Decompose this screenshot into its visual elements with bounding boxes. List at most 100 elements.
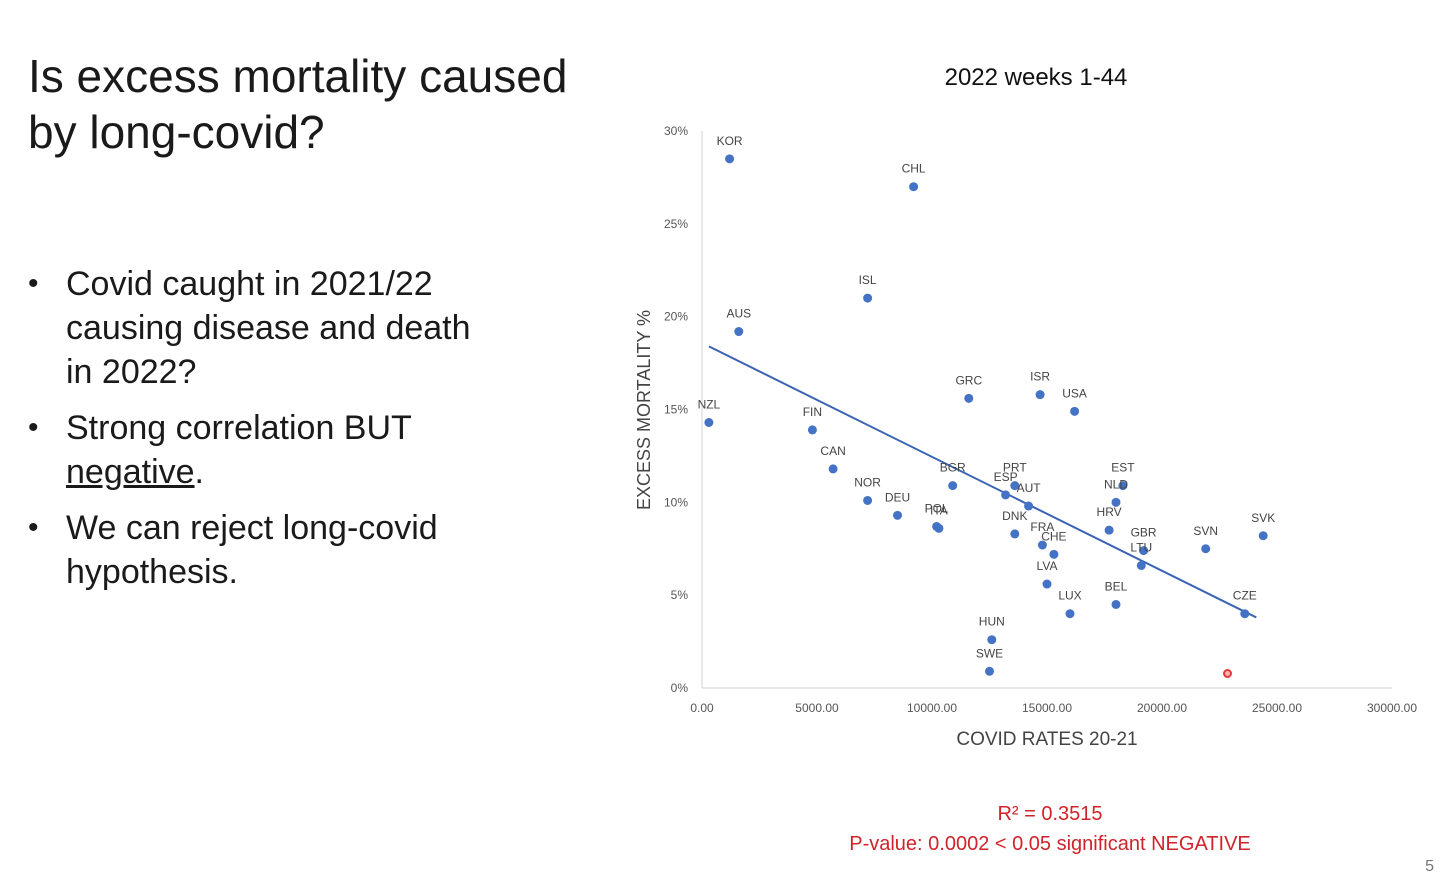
data-label: HRV [1097,505,1122,519]
x-tick-label: 30000.00 [1367,701,1417,715]
data-label: ISL [859,273,877,287]
bullet-text: Covid caught in 2021/22 [66,265,433,303]
data-label: CAN [820,444,845,458]
data-point [1118,481,1128,491]
data-label: SVK [1251,511,1275,525]
data-point [1240,609,1250,619]
data-point [1049,549,1059,559]
slide-title-line: by long-covid? [28,106,325,158]
data-label: PRT [1003,461,1027,475]
data-point [1104,525,1114,535]
data-label: CHE [1041,529,1066,543]
data-point [1111,599,1121,609]
data-label: BGR [940,461,966,475]
data-point [725,154,735,164]
data-point [1258,531,1268,541]
data-label: GRC [955,373,982,387]
data-point [964,393,974,403]
data-label: DNK [1002,509,1027,523]
data-point [1010,481,1020,491]
y-tick-label: 10% [664,495,688,509]
x-tick-label: 0.00 [690,701,714,715]
data-label: LTU [1130,540,1152,554]
y-tick-label: 25% [664,217,688,231]
y-tick-label: 0% [671,681,689,695]
bullet-item: • We can reject long-covid hypothesis. [28,506,588,594]
data-label: AUT [1017,481,1042,495]
trendline [708,345,1257,619]
slide-title-line: Is excess mortality caused [28,50,568,102]
y-axis-label: EXCESS MORTALITY % [634,310,654,510]
bullet-item: • Covid caught in 2021/22 causing diseas… [28,262,588,394]
bullet-item: • Strong correlation BUT negative. [28,406,588,494]
data-point [1201,544,1211,554]
slide-title: Is excess mortality caused by long-covid… [28,48,628,160]
data-point [1001,490,1011,500]
r-squared-text: R² = 0.3515 [997,803,1103,825]
data-point [1024,501,1034,511]
bullet-text-suffix: . [194,453,204,491]
data-point [734,327,744,337]
data-label: GBR [1131,526,1157,540]
data-label: USA [1062,386,1087,400]
data-point [1065,609,1075,619]
y-tick-label: 15% [664,403,688,417]
data-label: HUN [979,615,1005,629]
data-point [1042,579,1052,589]
data-label: SVN [1193,524,1218,538]
x-tick-label: 20000.00 [1137,701,1187,715]
data-point [1037,540,1047,550]
data-point [1111,497,1121,507]
data-label: LVA [1037,559,1058,573]
data-label: ESP [994,470,1018,484]
data-point [1035,390,1045,400]
data-label: NOR [854,475,881,489]
data-label: BEL [1105,579,1128,593]
data-point [863,495,873,505]
data-label: SWE [976,646,1003,660]
y-tick-label: 5% [671,588,689,602]
data-label: NZL [698,397,721,411]
bullet-text: hypothesis. [66,553,238,591]
data-point [1010,529,1020,539]
slide-number: 5 [1425,858,1434,875]
x-tick-label: 25000.00 [1252,701,1302,715]
data-label: DEU [885,490,910,504]
y-tick-label: 20% [664,310,688,324]
data-label: FIN [803,405,822,419]
x-axis-label: COVID RATES 20-21 [956,729,1137,750]
y-tick-label: 30% [664,124,688,138]
data-label: CHL [902,162,926,176]
data-label: FRA [1030,520,1054,534]
data-label: EST [1111,461,1135,475]
data-point [807,425,817,435]
data-point [948,481,958,491]
data-label: CZE [1233,589,1257,603]
x-tick-label: 15000.00 [1022,701,1072,715]
chart-title: 2022 weeks 1-44 [945,64,1128,91]
x-tick-label: 10000.00 [907,701,957,715]
data-point [934,523,944,533]
data-point [1136,560,1146,570]
data-point [704,417,714,427]
data-point [828,464,838,474]
p-value-text: P-value: 0.0002 < 0.05 significant NEGAT… [849,833,1251,855]
data-label: AUS [726,307,751,321]
data-point [1139,546,1149,556]
bullet-text: Strong correlation BUT [66,409,412,447]
data-point [909,182,919,192]
data-label: KOR [717,134,743,148]
bullet-marker: • [28,267,39,300]
data-label: NLD [1104,477,1128,491]
data-label: ISR [1030,370,1050,384]
data-label: ITA [930,503,948,517]
data-point [1070,406,1080,416]
bullet-text: causing disease and death [66,309,471,347]
bullet-text: We can reject long-covid [66,509,438,547]
data-point [985,666,994,676]
x-tick-label: 5000.00 [795,701,839,715]
cursor-pointer-marker [1223,669,1232,678]
bullet-marker: • [28,411,39,444]
bullet-text-line: negative. [66,450,588,494]
